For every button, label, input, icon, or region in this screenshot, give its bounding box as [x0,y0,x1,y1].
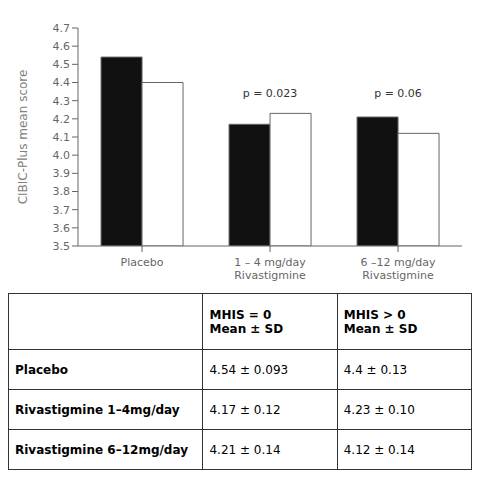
svg-text:3.7: 3.7 [53,204,71,217]
svg-text:4.5: 4.5 [53,58,71,71]
html-text:4.4 ± 0.13: 4.4 ± 0.13 [343,362,408,377]
svg-text:Placebo: Placebo [121,256,164,269]
svg-text:4.2: 4.2 [53,113,71,126]
html-text:4.12 ± 0.14: 4.12 ± 0.14 [343,442,415,457]
svg-text:6 –12 mg/dayRivastigmine: 6 –12 mg/dayRivastigmine [360,256,436,282]
svg-text:4.4: 4.4 [53,76,71,89]
html-text:4.54 ± 0.093: 4.54 ± 0.093 [209,362,289,377]
html-text:4.23 ± 0.10: 4.23 ± 0.10 [343,402,415,417]
html-text:MHIS = 0: MHIS = 0 [209,307,272,322]
svg-text:4.6: 4.6 [53,40,71,53]
svg-text:3.9: 3.9 [53,167,71,180]
svg-text:4.0: 4.0 [53,149,71,162]
html-text:Mean ± SD: Mean ± SD [343,321,418,336]
svg-text:CIBIC-Plus mean score: CIBIC-Plus mean score [16,70,30,205]
svg-text:1 – 4 mg/dayRivastigmine: 1 – 4 mg/dayRivastigmine [234,256,306,282]
svg-text:4.7: 4.7 [53,22,71,35]
svg-text:p = 0.06: p = 0.06 [374,87,422,100]
svg-text:4.3: 4.3 [53,95,71,108]
html-text:Rivastigmine 6–12mg/day: Rivastigmine 6–12mg/day [15,442,188,457]
html-text:MHIS > 0: MHIS > 0 [343,307,406,322]
html-text:4.17 ± 0.12: 4.17 ± 0.12 [209,402,281,417]
html-text:4.21 ± 0.14: 4.21 ± 0.14 [209,442,281,457]
html-text:Placebo: Placebo [15,362,69,377]
html-text:Mean ± SD: Mean ± SD [209,321,284,336]
html-text:Rivastigmine 1–4mg/day: Rivastigmine 1–4mg/day [15,402,180,417]
svg-text:4.1: 4.1 [53,131,71,144]
svg-text:3.8: 3.8 [53,185,71,198]
svg-text:3.5: 3.5 [53,240,71,253]
svg-text:p = 0.023: p = 0.023 [243,87,298,100]
svg-text:3.6: 3.6 [53,222,71,235]
